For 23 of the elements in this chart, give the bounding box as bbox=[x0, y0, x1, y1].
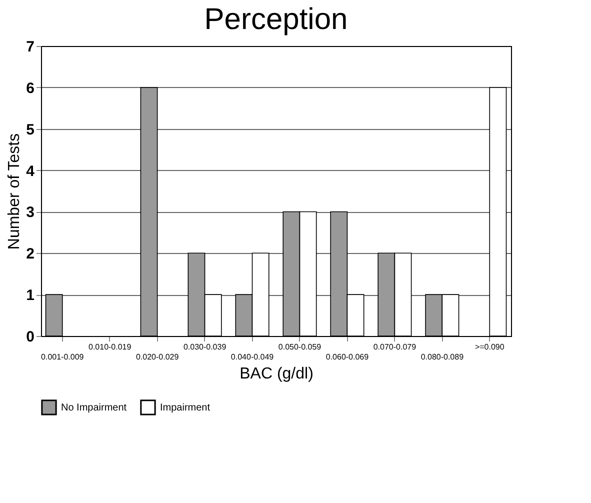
x-tick-label: 0.050-0.059 bbox=[278, 342, 322, 352]
y-tick-label: 2 bbox=[26, 246, 34, 263]
chart-title: Perception bbox=[204, 3, 348, 36]
x-tick-label: >=0.090 bbox=[474, 342, 505, 352]
x-tick-label: 0.020-0.029 bbox=[136, 352, 180, 362]
x-tick-label: 0.060-0.069 bbox=[326, 352, 370, 362]
legend-label: No Impairment bbox=[61, 402, 127, 414]
x-tick-label: 0.080-0.089 bbox=[420, 352, 464, 362]
y-tick-label: 4 bbox=[26, 162, 36, 180]
x-tick-label: 0.001-0.009 bbox=[41, 352, 84, 362]
x-tick-label: 0.070-0.079 bbox=[373, 342, 417, 352]
y-axis-title: Number of Tests bbox=[6, 133, 24, 250]
x-axis-title: BAC (g/dl) bbox=[240, 366, 314, 382]
y-tick-label: 7 bbox=[26, 38, 34, 56]
x-tick-label: 0.030-0.039 bbox=[183, 342, 227, 352]
x-tick-label: 0.040-0.049 bbox=[230, 352, 274, 362]
y-tick-label: 5 bbox=[26, 121, 34, 138]
y-tick-label: 3 bbox=[26, 204, 34, 222]
y-tick-label: 1 bbox=[26, 287, 34, 304]
y-tick-label: 6 bbox=[26, 80, 34, 97]
y-tick-label: 0 bbox=[26, 328, 34, 346]
legend-label: Impairment bbox=[160, 402, 210, 414]
x-tick-label: 0.010-0.019 bbox=[88, 342, 132, 352]
